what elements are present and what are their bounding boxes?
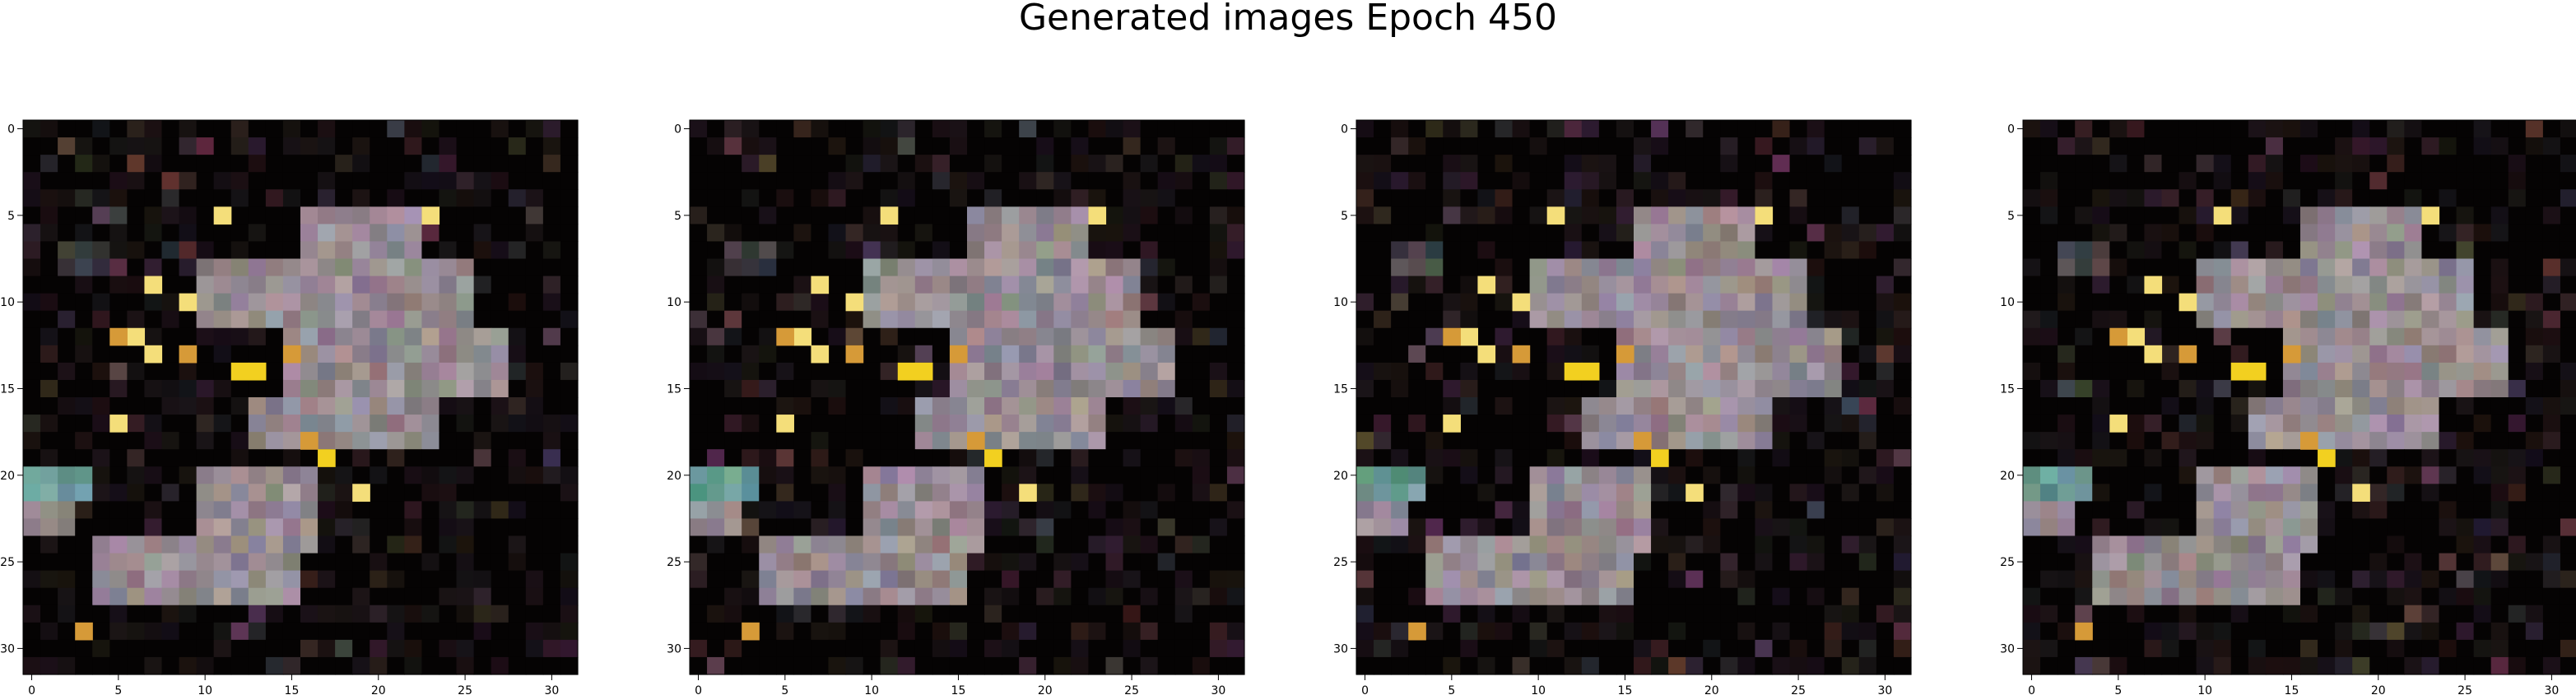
y-tick-label: 25 (2000, 556, 2015, 569)
x-tick-label: 25 (2457, 684, 2472, 695)
x-tick-label: 10 (2197, 684, 2212, 695)
x-tick-label: 10 (864, 684, 879, 695)
y-tick-label: 15 (0, 382, 15, 396)
y-tick-label: 30 (667, 642, 681, 656)
x-tick-label: 15 (2285, 684, 2299, 695)
x-tick-label: 0 (28, 684, 35, 695)
y-tick-label: 0 (7, 123, 15, 137)
sample-image-panel-1: 0 5 10 15 20 25 30 0 5 10 15 20 25 30 (0, 119, 579, 695)
x-tick-label: 25 (458, 684, 472, 695)
y-tick-label: 10 (1333, 296, 1348, 309)
x-tick-label: 20 (1704, 684, 1719, 695)
y-tick-label: 20 (667, 470, 681, 483)
y-tick-label: 0 (674, 123, 681, 137)
axes-frame (689, 119, 1245, 675)
pixel-grid (690, 120, 1245, 675)
pixel-grid (23, 120, 579, 675)
y-tick-label: 10 (0, 296, 15, 309)
axes-frame (2022, 119, 2576, 675)
sample-image-panel-4: 0 5 10 15 20 25 30 0 5 10 15 20 25 30 (2000, 119, 2576, 695)
y-tick-label: 20 (1333, 470, 1348, 483)
x-tick-label: 10 (198, 684, 212, 695)
x-tick-label: 15 (951, 684, 966, 695)
figure-title: Generated images Epoch 450 (1018, 0, 1558, 39)
y-tick-label: 15 (667, 382, 681, 396)
sample-image-panel-3: 0 5 10 15 20 25 30 0 5 10 15 20 25 30 (1333, 119, 1912, 695)
y-tick-label: 20 (0, 470, 15, 483)
y-tick-label: 0 (1341, 123, 1348, 137)
pixel-grid (1356, 120, 1912, 675)
axes-frame (22, 119, 579, 675)
x-tick-label: 10 (1531, 684, 1546, 695)
y-tick-label: 5 (7, 210, 15, 223)
x-tick-label: 20 (371, 684, 386, 695)
x-tick-label: 5 (114, 684, 122, 695)
y-tick-label: 15 (1333, 382, 1348, 396)
x-tick-label: 30 (544, 684, 559, 695)
x-tick-label: 30 (1877, 684, 1892, 695)
x-tick-label: 5 (781, 684, 788, 695)
y-tick-label: 10 (667, 296, 681, 309)
x-tick-label: 15 (1618, 684, 1633, 695)
y-tick-label: 25 (0, 556, 15, 569)
x-tick-label: 0 (695, 684, 702, 695)
x-tick-label: 5 (1448, 684, 1455, 695)
sample-image-panel-2: 0 5 10 15 20 25 30 0 5 10 15 20 25 30 (667, 119, 1245, 695)
y-tick-label: 5 (2007, 210, 2015, 223)
y-tick-label: 20 (2000, 470, 2015, 483)
axes-frame (1355, 119, 1912, 675)
x-tick-label: 0 (2028, 684, 2035, 695)
x-tick-label: 20 (1038, 684, 1053, 695)
y-tick-label: 10 (2000, 296, 2015, 309)
y-tick-label: 5 (674, 210, 681, 223)
x-tick-label: 5 (2114, 684, 2122, 695)
x-tick-label: 15 (285, 684, 300, 695)
x-tick-label: 25 (1791, 684, 1806, 695)
y-tick-label: 0 (2007, 123, 2015, 137)
x-tick-label: 0 (1361, 684, 1369, 695)
y-tick-label: 25 (1333, 556, 1348, 569)
x-tick-label: 30 (1211, 684, 1225, 695)
y-tick-label: 25 (667, 556, 681, 569)
y-tick-label: 5 (1341, 210, 1348, 223)
x-tick-label: 20 (2371, 684, 2386, 695)
x-tick-label: 25 (1124, 684, 1139, 695)
y-tick-label: 30 (2000, 642, 2015, 656)
pixel-grid (2023, 120, 2576, 675)
y-tick-label: 30 (0, 642, 15, 656)
y-tick-label: 30 (1333, 642, 1348, 656)
x-tick-label: 30 (2544, 684, 2559, 695)
y-tick-label: 15 (2000, 382, 2015, 396)
